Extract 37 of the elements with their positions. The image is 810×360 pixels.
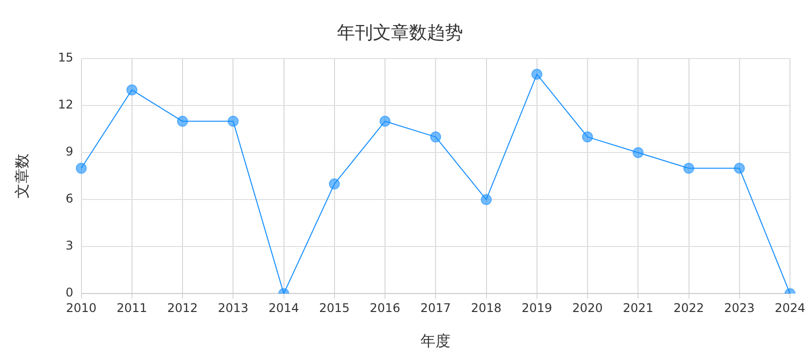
point xyxy=(734,162,745,174)
x-tick-label: 2024 xyxy=(774,300,806,315)
point xyxy=(632,147,644,158)
x-tick-label: 2013 xyxy=(218,300,248,315)
y-tick-label: 3 xyxy=(66,238,74,253)
point xyxy=(228,116,239,127)
y-axis-title: 文章数 xyxy=(12,154,31,199)
point xyxy=(430,131,442,142)
point xyxy=(328,178,340,190)
y-tick-label: 15 xyxy=(58,50,74,65)
x-axis-title: 年度 xyxy=(420,332,451,350)
x-tick-label: 2016 xyxy=(370,300,400,315)
x-tick-label: 2018 xyxy=(470,300,502,315)
point xyxy=(480,194,492,206)
point xyxy=(76,162,87,174)
point xyxy=(126,84,138,96)
point xyxy=(683,162,694,174)
x-tick-label: 2017 xyxy=(420,300,451,315)
x-tick-label: 2011 xyxy=(116,300,148,315)
point xyxy=(582,131,594,142)
y-tick-label: 6 xyxy=(66,192,74,206)
y-tick-label: 12 xyxy=(58,98,74,112)
x-tick-label: 2014 xyxy=(268,300,300,315)
point xyxy=(531,68,542,80)
x-tick-label: 2012 xyxy=(167,300,198,315)
x-tick-label: 2022 xyxy=(673,300,704,315)
x-tick-label: 2020 xyxy=(572,300,603,315)
x-tick-label: 2021 xyxy=(622,300,654,315)
chart-title: 年刊文章数趋势 xyxy=(337,22,463,44)
x-tick-label: 2019 xyxy=(522,300,552,315)
x-tick-label: 2015 xyxy=(319,300,350,315)
point xyxy=(380,116,391,127)
x-tick-label: 2023 xyxy=(724,300,755,315)
x-tick-label: 2010 xyxy=(66,300,97,315)
y-tick-label: 0 xyxy=(66,286,74,300)
y-tick-label: 9 xyxy=(66,144,74,159)
point xyxy=(177,116,188,127)
